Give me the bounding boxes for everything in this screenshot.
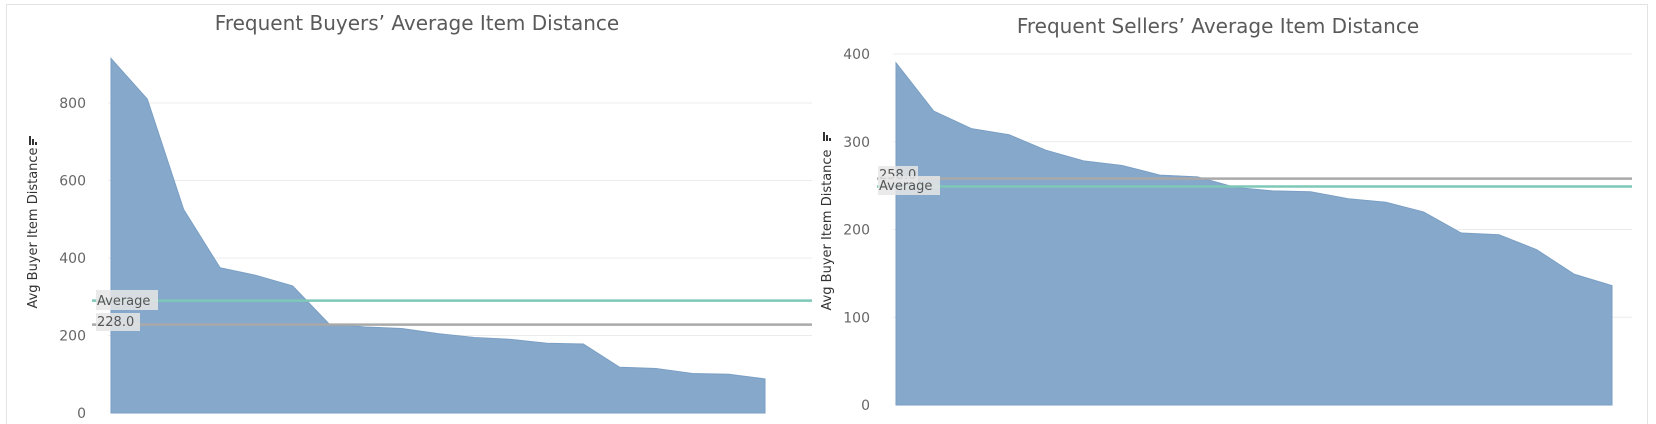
y-tick-label: 300 — [843, 135, 870, 151]
y-tick-label: 400 — [843, 47, 870, 63]
data-point[interactable] — [931, 108, 937, 114]
data-point[interactable] — [726, 371, 732, 377]
y-axis-ticks: 0 200 400 600 800 — [59, 96, 86, 422]
data-point[interactable] — [1345, 196, 1351, 202]
y-tick-label: 400 — [59, 251, 86, 267]
y-axis-label: Avg Buyer Item Distance — [820, 149, 835, 310]
reference-label: 228.0 — [97, 315, 134, 330]
reference-label-box — [878, 176, 940, 195]
reference-label: Average — [97, 294, 150, 309]
chart-title: Frequent Sellers’ Average Item Distance — [1017, 14, 1419, 38]
data-point[interactable] — [1270, 188, 1276, 194]
y-axis-label: Avg Buyer Item Distance — [26, 147, 41, 308]
sellers-chart: Frequent Sellers’ Average Item Distance … — [820, 14, 1632, 414]
data-point[interactable] — [1609, 283, 1615, 289]
data-point[interactable] — [290, 283, 296, 289]
reference-lines: Average 228.0 — [92, 290, 812, 331]
reference-label-box — [96, 313, 140, 331]
data-point[interactable] — [1308, 189, 1314, 195]
reference-label: Average — [879, 179, 932, 194]
y-tick-label: 200 — [843, 223, 870, 239]
data-point[interactable] — [1534, 247, 1540, 253]
data-point[interactable] — [653, 365, 659, 371]
data-point[interactable] — [762, 376, 768, 382]
data-point[interactable] — [1571, 271, 1577, 277]
reference-label-box — [96, 290, 158, 310]
y-tick-label: 800 — [59, 96, 86, 112]
data-point[interactable] — [217, 265, 223, 271]
data-point[interactable] — [181, 207, 187, 213]
data-point[interactable] — [893, 60, 899, 66]
data-point[interactable] — [1006, 132, 1012, 138]
dashboard-frame — [6, 4, 1648, 424]
data-point[interactable] — [253, 272, 259, 278]
data-point[interactable] — [968, 126, 974, 132]
data-point[interactable] — [544, 340, 550, 346]
data-point[interactable] — [508, 336, 514, 342]
data-point[interactable] — [617, 364, 623, 370]
data-point[interactable] — [1458, 230, 1464, 236]
data-point[interactable] — [399, 326, 405, 332]
data-point[interactable] — [1119, 162, 1125, 168]
data-point[interactable] — [1421, 209, 1427, 215]
data-point[interactable] — [1383, 199, 1389, 205]
y-tick-label: 0 — [861, 398, 870, 414]
data-point[interactable] — [108, 55, 114, 61]
data-point[interactable] — [1496, 232, 1502, 238]
y-tick-label: 0 — [77, 406, 86, 422]
sort-icon[interactable] — [29, 136, 37, 145]
data-point[interactable] — [1157, 172, 1163, 178]
y-tick-label: 100 — [843, 310, 870, 326]
data-point[interactable] — [1081, 158, 1087, 164]
data-point[interactable] — [689, 370, 695, 376]
chart-title: Frequent Buyers’ Average Item Distance — [215, 11, 619, 35]
data-point[interactable] — [435, 331, 441, 337]
area-series — [895, 61, 1613, 406]
data-point[interactable] — [144, 96, 150, 102]
data-point[interactable] — [1044, 148, 1050, 154]
data-point[interactable] — [471, 334, 477, 340]
buyers-chart: Frequent Buyers’ Average Item Distance 0… — [26, 11, 812, 422]
y-axis-ticks: 0 100 200 300 400 — [843, 47, 870, 414]
sort-icon[interactable] — [823, 132, 831, 141]
y-tick-label: 200 — [59, 329, 86, 345]
data-point[interactable] — [580, 341, 586, 347]
y-tick-label: 600 — [59, 174, 86, 190]
area-series — [110, 57, 766, 414]
